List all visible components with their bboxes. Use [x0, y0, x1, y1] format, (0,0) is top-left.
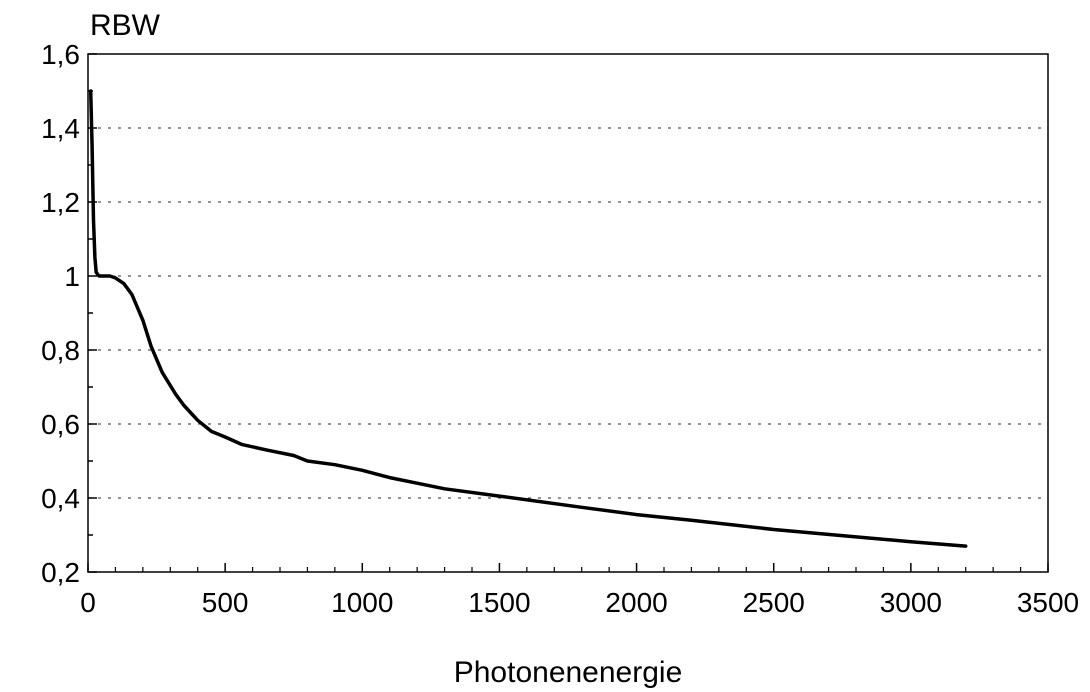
x-tick-label: 3500: [1017, 587, 1079, 618]
grid-lines: [88, 127, 1048, 499]
x-tick-label: 500: [202, 587, 249, 618]
y-tick-label: 0,2: [41, 557, 80, 588]
series-line: [88, 89, 968, 548]
x-tick-label: 2500: [743, 587, 805, 618]
y-axis-title: RBW: [90, 9, 161, 42]
x-tick-label: 1000: [331, 587, 393, 618]
plot-frame: [87, 53, 1049, 573]
y-tick-label: 1,2: [41, 187, 80, 218]
y-axis: 0,2 0,4 0,6 0,8 1 1,2 1,4 1,6: [41, 39, 97, 588]
x-tick-label: 1500: [468, 587, 530, 618]
y-tick-label: 1,6: [41, 39, 80, 70]
y-tick-label: 0,4: [41, 483, 80, 514]
x-axis: 0 500 1000 1500 2000 2500 3000 3500: [80, 563, 1079, 618]
y-tick-label: 1,4: [41, 113, 80, 144]
x-tick-label: 2000: [605, 587, 667, 618]
y-tick-label: 1: [64, 261, 80, 292]
y-tick-label: 0,8: [41, 335, 80, 366]
x-axis-title: Photonenenergie: [454, 656, 683, 689]
y-tick-label: 0,6: [41, 409, 80, 440]
x-tick-label: 0: [80, 587, 96, 618]
x-tick-label: 3000: [880, 587, 942, 618]
